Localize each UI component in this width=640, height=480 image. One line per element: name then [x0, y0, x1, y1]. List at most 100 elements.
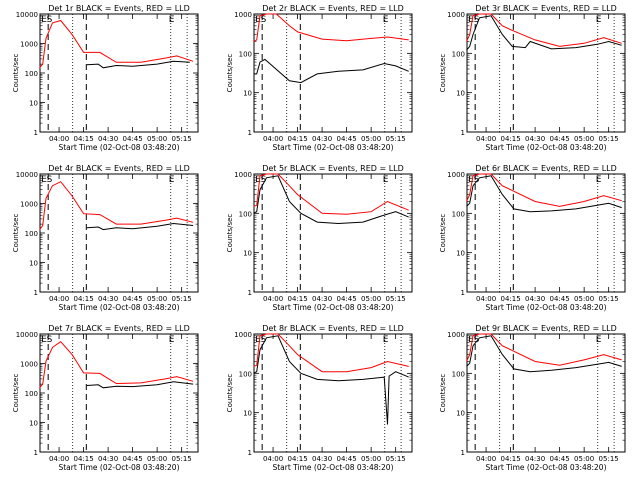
panel-7-ylabel: Counts/sec — [12, 374, 20, 413]
panel-7-xtick-label: 05:15 — [172, 455, 192, 463]
panel-9-ytick-label: 10 — [456, 410, 465, 418]
panel-5-xtick-label: 04:00 — [263, 295, 283, 303]
panel-7-ytick-label: 100 — [25, 390, 38, 398]
panel-2-series-lld — [253, 13, 409, 42]
panel-4-series-events — [86, 222, 194, 231]
panel-1-ytick-label: 100 — [25, 70, 38, 78]
panel-7-marker-letter: E — [169, 335, 175, 345]
panel-2-ytick-label: 1000 — [234, 11, 252, 19]
panel-8-ylabel: Counts/sec — [226, 374, 234, 413]
panel-3-series-events — [466, 15, 622, 51]
panel-1-marker-letter: E — [169, 15, 175, 25]
panel-3-ytick-label: 1 — [461, 129, 465, 137]
panel-1-xtick-label: 04:45 — [123, 135, 143, 143]
panel-7-xtick-label: 04:30 — [98, 455, 118, 463]
panel-8-xtick-label: 05:15 — [386, 455, 406, 463]
panel-1-ytick-label: 10000 — [16, 11, 38, 19]
panel-6-xtick-label: 04:15 — [500, 295, 520, 303]
panel-9-xtick-label: 05:15 — [599, 455, 619, 463]
panel-3-marker-letter: E — [468, 15, 474, 25]
panel-7-ytick-label: 10 — [29, 420, 38, 428]
panel-4-xtick-label: 05:15 — [172, 295, 192, 303]
panel-5-xtick-label: 04:15 — [287, 295, 307, 303]
panel-2-marker-letter: E — [255, 15, 261, 25]
panel-1-series-lld — [39, 19, 194, 69]
panel-7-xtick-label: 04:45 — [123, 455, 143, 463]
panel-1-xtick-label: 04:30 — [98, 135, 118, 143]
panel-5-ylabel: Counts/sec — [226, 214, 234, 253]
panel-9-xtick-label: 05:00 — [574, 455, 594, 463]
panel-7-xtick-label: 04:00 — [49, 455, 69, 463]
panel-2-xtick-label: 04:15 — [287, 135, 307, 143]
panel-8-xtick-label: 04:00 — [263, 455, 283, 463]
panel-6-marker-letter: E — [468, 175, 474, 185]
panel-3-xlabel: Start Time (02-Oct-08 03:48:20) — [485, 143, 606, 152]
panel-9-title: Det 9r BLACK = Events, RED = LLD — [475, 324, 617, 333]
panel-5-title: Det 5r BLACK = Events, RED = LLD — [262, 164, 404, 173]
panel-9-frame — [466, 333, 626, 453]
panel-4-xtick-label: 05:00 — [147, 295, 167, 303]
panel-1-xtick-label: 05:15 — [172, 135, 192, 143]
panel-8-marker-letter: E — [255, 335, 261, 345]
panel-2-series-events — [253, 58, 409, 84]
panel-7-xlabel: Start Time (02-Oct-08 03:48:20) — [58, 463, 179, 472]
panel-7-marker-letter: E — [41, 335, 47, 345]
panel-5-xtick-label: 04:30 — [312, 295, 332, 303]
panel-3-xtick-label: 04:45 — [550, 135, 570, 143]
panel-2-frame — [253, 13, 413, 133]
panel-1-ytick-label: 1000 — [20, 41, 38, 49]
panel-6-ylabel: Counts/sec — [439, 214, 447, 253]
panel-1-xtick-label: 05:00 — [147, 135, 167, 143]
panel-5-xtick-label: 05:15 — [386, 295, 406, 303]
panel-5-series-lld — [253, 173, 409, 215]
panel-9-xtick-label: 04:15 — [500, 455, 520, 463]
panel-2-marker-letter: S — [261, 15, 267, 25]
panel-9-ylabel: Counts/sec — [439, 374, 447, 413]
panel-5-ytick-label: 1 — [248, 289, 252, 297]
panel-7-marker-letter: S — [47, 335, 53, 345]
panel-2-marker-letter: E — [383, 15, 389, 25]
panel-1-series-events — [86, 60, 190, 69]
panel-8-marker-letter: S — [261, 335, 267, 345]
panel-2-title: Det 2r BLACK = Events, RED = LLD — [262, 4, 404, 13]
panel-2-xtick-label: 04:30 — [312, 135, 332, 143]
panel-4-xtick-label: 04:00 — [49, 295, 69, 303]
panel-2-ytick-label: 1 — [248, 129, 252, 137]
panel-9-xtick-label: 04:45 — [550, 455, 570, 463]
panel-4-marker-letter: E — [169, 175, 175, 185]
panel-2-xtick-label: 04:45 — [337, 135, 357, 143]
panel-6-ytick-label: 10 — [456, 250, 465, 258]
panel-7-ytick-label: 10000 — [16, 331, 38, 339]
panel-9-marker-letter: E — [596, 335, 602, 345]
panel-7-xtick-label: 04:15 — [73, 455, 93, 463]
panel-8-xtick-label: 04:45 — [337, 455, 357, 463]
panel-2-ytick-label: 100 — [239, 50, 252, 58]
panel-6-xtick-label: 04:30 — [525, 295, 545, 303]
panel-2-ytick-label: 10 — [243, 90, 252, 98]
panel-4-frame — [39, 173, 199, 293]
panel-1-xtick-label: 04:00 — [49, 135, 69, 143]
panel-1-frame — [39, 13, 199, 133]
panel-8-xtick-label: 05:00 — [361, 455, 381, 463]
panel-1-ytick-label: 10 — [29, 100, 38, 108]
panel-6-xlabel: Start Time (02-Oct-08 03:48:20) — [485, 303, 606, 312]
panel-9-xlabel: Start Time (02-Oct-08 03:48:20) — [485, 463, 606, 472]
panel-8-title: Det 8r BLACK = Events, RED = LLD — [262, 324, 404, 333]
panel-7-series-lld — [39, 341, 194, 389]
panel-6-xtick-label: 05:15 — [599, 295, 619, 303]
panel-1-xlabel: Start Time (02-Oct-08 03:48:20) — [58, 143, 179, 152]
panel-4-xtick-label: 04:30 — [98, 295, 118, 303]
panel-1-marker-letter: E — [41, 15, 47, 25]
panel-1-marker-letter: S — [47, 15, 53, 25]
panel-3-title: Det 3r BLACK = Events, RED = LLD — [475, 4, 617, 13]
panel-6-xtick-label: 05:00 — [574, 295, 594, 303]
panel-9-ytick-label: 1 — [461, 449, 465, 457]
panel-6-title: Det 6r BLACK = Events, RED = LLD — [475, 164, 617, 173]
panel-5-frame — [253, 173, 413, 293]
panel-5-xtick-label: 05:00 — [361, 295, 381, 303]
panel-9-ytick-label: 1000 — [447, 331, 465, 339]
panel-6-ytick-label: 1 — [461, 289, 465, 297]
panel-6-series-events — [466, 175, 622, 213]
panel-2-ylabel: Counts/sec — [226, 54, 234, 93]
